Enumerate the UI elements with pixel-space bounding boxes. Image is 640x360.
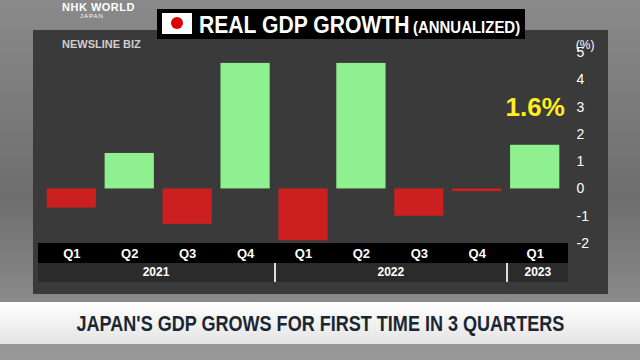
svg-text:1: 1 [577, 153, 585, 169]
html-text:JAPAN: JAPAN [80, 13, 104, 19]
svg-text:0: 0 [577, 180, 585, 196]
html-text:2021: 2021 [142, 265, 170, 279]
svg-text:(%): (%) [576, 38, 595, 52]
html-text:JAPAN'S GDP GROWS FOR FIRST TI: JAPAN'S GDP GROWS FOR FIRST TIME IN 3 QU… [76, 311, 564, 336]
svg-text:3: 3 [577, 99, 585, 115]
html-text:REAL GDP GROWTH(ANNUALIZED): REAL GDP GROWTH(ANNUALIZED) [199, 11, 521, 38]
html-text:NEWSLINE BIZ: NEWSLINE BIZ [62, 38, 141, 50]
svg-text:Q3: Q3 [411, 246, 428, 261]
html-text:2022: 2022 [377, 265, 405, 279]
svg-text:Q2: Q2 [121, 246, 138, 261]
svg-text:Q4: Q4 [469, 246, 487, 261]
svg-text:1.6%: 1.6% [506, 92, 565, 122]
svg-text:Q3: Q3 [179, 246, 196, 261]
svg-text:Q2: Q2 [353, 246, 370, 261]
html-text:2023: 2023 [524, 265, 552, 279]
svg-text:-2: -2 [577, 235, 590, 251]
svg-text:-1: -1 [577, 208, 590, 224]
html-text:NHK WORLD: NHK WORLD [62, 1, 135, 13]
svg-text:4: 4 [577, 71, 585, 87]
svg-text:Q1: Q1 [295, 246, 312, 261]
svg-text:Q4: Q4 [237, 246, 255, 261]
svg-text:Q1: Q1 [63, 246, 80, 261]
svg-text:2: 2 [577, 126, 585, 142]
svg-text:Q1: Q1 [527, 246, 544, 261]
